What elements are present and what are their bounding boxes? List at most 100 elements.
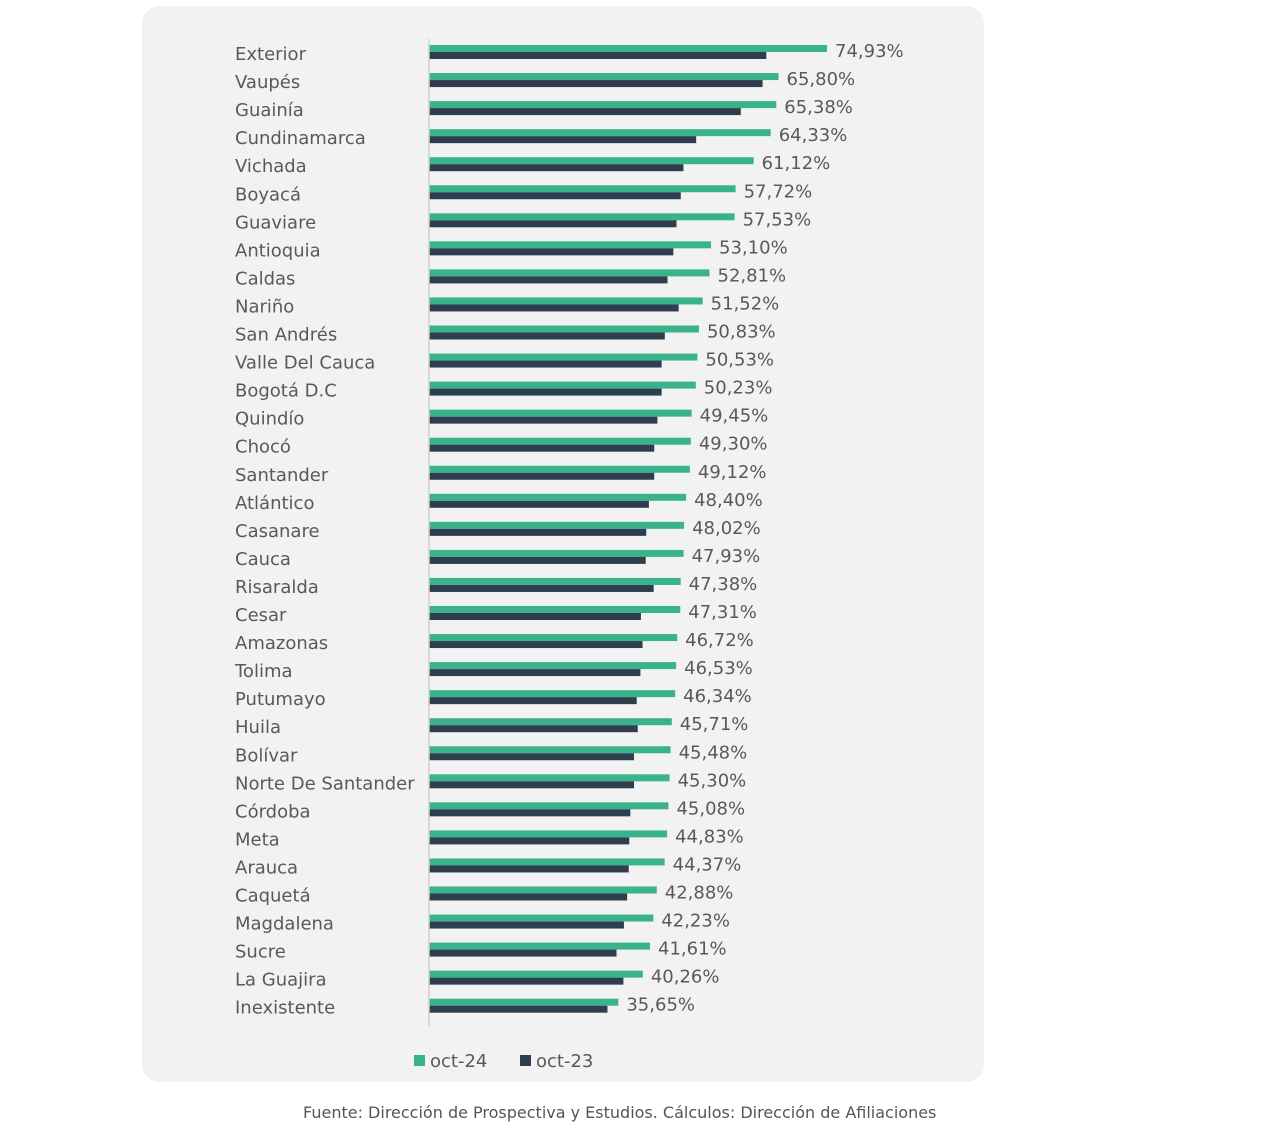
- bar-oct-23-valle-del-cauca: [429, 360, 662, 368]
- value-label-cesar: 47,31%: [688, 602, 757, 623]
- bar-oct-23-bogota-d-c: [429, 388, 662, 396]
- bar-oct-24-putumayo: [429, 690, 676, 698]
- value-label-guaviare: 57,53%: [743, 209, 812, 230]
- category-label-sucre: Sucre: [235, 942, 286, 963]
- bar-oct-23-bolivar: [429, 753, 635, 761]
- bar-oct-23-narino: [429, 304, 679, 312]
- bar-oct-24-la-guajira: [429, 970, 643, 978]
- value-label-vichada: 61,12%: [762, 153, 831, 174]
- bar-oct-23-amazonas: [429, 641, 643, 649]
- value-label-antioquia: 53,10%: [719, 237, 788, 258]
- category-label-magdalena: Magdalena: [235, 914, 334, 935]
- category-label-norte-de-santander: Norte De Santander: [235, 773, 415, 794]
- bar-oct-24-inexistente: [429, 998, 619, 1006]
- bar-oct-23-inexistente: [429, 1005, 608, 1013]
- value-label-meta: 44,83%: [675, 826, 744, 847]
- value-label-santander: 49,12%: [698, 462, 767, 483]
- category-label-cordoba: Córdoba: [235, 801, 311, 822]
- bar-oct-23-choco: [429, 444, 655, 452]
- category-labels: Exterior Vaupés Guainía Cundinamarca Vichada…: [234, 44, 415, 1019]
- category-label-risaralda: Risaralda: [235, 577, 319, 598]
- source-note: Fuente: Dirección de Prospectiva y Estud…: [303, 1103, 937, 1122]
- bar-oct-24-casanare: [429, 521, 685, 529]
- category-label-cesar: Cesar: [235, 605, 287, 626]
- bar-oct-24-bolivar: [429, 746, 671, 754]
- value-label-atlantico: 48,40%: [694, 490, 763, 511]
- bar-oct-23-atlantico: [429, 500, 649, 508]
- category-label-exterior: Exterior: [235, 44, 307, 65]
- category-label-inexistente: Inexistente: [235, 998, 335, 1019]
- category-label-vichada: Vichada: [235, 156, 307, 177]
- bar-oct-24-arauca: [429, 858, 665, 866]
- bar-oct-24-tolima: [429, 662, 677, 670]
- bar-oct-24-santander: [429, 465, 690, 473]
- category-label-caqueta: Caquetá: [235, 886, 311, 907]
- bar-oct-23-tolima: [429, 669, 641, 677]
- bar-oct-24-narino: [429, 297, 703, 305]
- bar-oct-24-cesar: [429, 606, 681, 613]
- bar-oct-23-norte-de-santander: [429, 781, 635, 789]
- category-label-guainia: Guainía: [235, 100, 304, 121]
- bar-oct-23-guainia: [429, 108, 741, 116]
- value-label-huila: 45,71%: [680, 714, 749, 735]
- bar-oct-23-caqueta: [429, 893, 628, 901]
- bar-oct-23-meta: [429, 837, 630, 845]
- bar-oct-23-caldas: [429, 276, 668, 284]
- category-label-quindio: Quindío: [235, 409, 304, 430]
- category-label-cundinamarca: Cundinamarca: [235, 128, 366, 149]
- bar-oct-23-santander: [429, 472, 655, 480]
- category-label-cauca: Cauca: [235, 549, 291, 570]
- value-label-cundinamarca: 64,33%: [779, 125, 848, 146]
- legend-swatch-oct-24: [414, 1055, 425, 1066]
- bar-oct-24-atlantico: [429, 493, 687, 501]
- category-label-bolivar: Bolívar: [235, 745, 298, 766]
- bar-oct-23-la-guajira: [429, 977, 624, 985]
- bar-oct-23-huila: [429, 725, 638, 733]
- category-label-vaupes: Vaupés: [235, 72, 300, 93]
- bar-oct-23-sucre: [429, 949, 617, 957]
- bars: [429, 45, 827, 1013]
- category-label-casanare: Casanare: [235, 521, 320, 542]
- value-label-inexistente: 35,65%: [626, 995, 695, 1016]
- bar-oct-23-boyaca: [429, 192, 681, 200]
- bar-oct-24-vichada: [429, 157, 754, 165]
- bar-oct-24-risaralda: [429, 577, 681, 585]
- value-label-tolima: 46,53%: [684, 658, 753, 679]
- category-label-san-andres: San Andrés: [235, 325, 337, 346]
- bar-oct-23-guaviare: [429, 220, 677, 228]
- bar-oct-23-casanare: [429, 528, 647, 536]
- value-label-magdalena: 42,23%: [661, 911, 730, 932]
- bar-oct-24-meta: [429, 830, 668, 838]
- bar-oct-24-huila: [429, 718, 672, 726]
- bar-oct-24-caldas: [429, 269, 710, 277]
- bar-oct-24-exterior: [429, 45, 827, 52]
- bar-oct-24-magdalena: [429, 914, 654, 922]
- value-label-norte-de-santander: 45,30%: [678, 770, 747, 791]
- bar-oct-23-magdalena: [429, 921, 624, 929]
- category-label-atlantico: Atlántico: [235, 493, 314, 514]
- value-label-boyaca: 57,72%: [744, 181, 813, 202]
- bar-oct-23-cordoba: [429, 809, 631, 817]
- bar-oct-23-cesar: [429, 613, 641, 620]
- value-label-bolivar: 45,48%: [679, 742, 748, 763]
- value-label-valle-del-cauca: 50,53%: [705, 350, 774, 371]
- value-label-amazonas: 46,72%: [685, 630, 754, 651]
- legend: oct-24 oct-23: [414, 1051, 593, 1072]
- value-label-la-guajira: 40,26%: [651, 967, 720, 988]
- value-label-sucre: 41,61%: [658, 939, 727, 960]
- category-label-amazonas: Amazonas: [235, 633, 328, 654]
- bar-oct-23-cauca: [429, 556, 646, 564]
- category-label-bogota-d-c: Bogotá D.C: [235, 381, 337, 402]
- bar-oct-23-vaupes: [429, 80, 763, 88]
- bar-oct-24-amazonas: [429, 634, 678, 642]
- bar-oct-23-vichada: [429, 164, 684, 172]
- legend-label-oct-23: oct-23: [536, 1051, 593, 1072]
- value-label-cauca: 47,93%: [692, 546, 761, 567]
- bar-oct-24-caqueta: [429, 886, 657, 894]
- value-label-choco: 49,30%: [699, 434, 768, 455]
- bar-oct-24-guainia: [429, 101, 777, 109]
- bar-oct-23-san-andres: [429, 332, 665, 340]
- bar-oct-23-putumayo: [429, 697, 637, 705]
- category-label-guaviare: Guaviare: [235, 212, 316, 233]
